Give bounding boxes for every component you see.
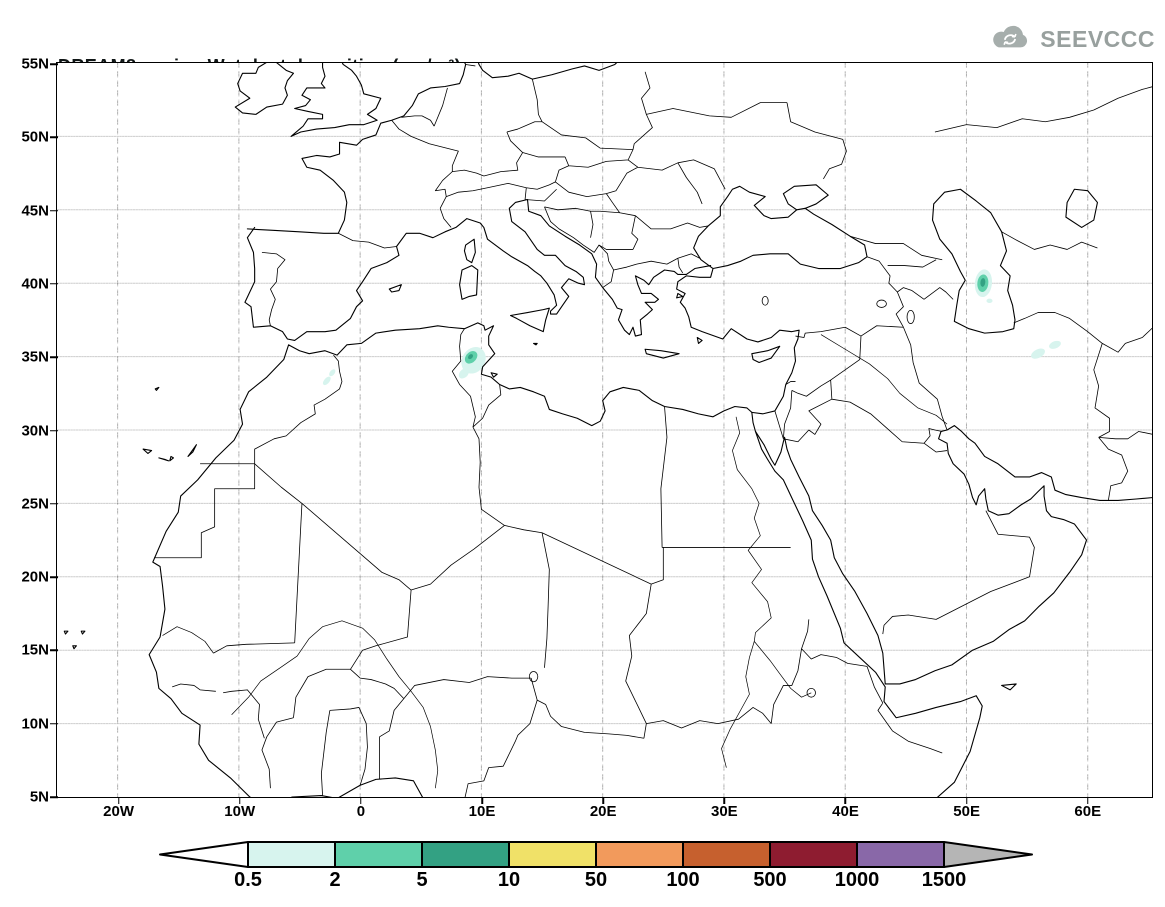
lon-tick-label: 30E — [710, 803, 738, 820]
islands — [64, 239, 1016, 690]
legend-color-cell — [856, 841, 945, 868]
coastline-redsea-horn — [752, 412, 982, 797]
lat-tick-label: 50N — [21, 128, 49, 146]
lon-tick — [360, 797, 362, 804]
rivers-and-lakes — [162, 296, 947, 788]
cloud-refresh-icon — [986, 22, 1034, 57]
coastline-levant-blacksea — [677, 186, 867, 414]
dust-deposition-patches — [322, 269, 1061, 386]
lat-tick-label: 30N — [21, 422, 49, 439]
lon-tick — [117, 797, 120, 804]
lake-van — [877, 300, 887, 307]
lon-tick-label: 50E — [953, 803, 980, 820]
lon-tick — [723, 797, 726, 804]
coastline-arabia-gulf — [755, 426, 1152, 684]
coastline-aral-sea — [1066, 189, 1098, 227]
legend-color-cell — [247, 841, 336, 868]
coastline-britain — [291, 63, 381, 136]
borders-maghreb-sahara — [154, 329, 791, 739]
borders-europe — [262, 64, 846, 325]
legend-color-cell — [769, 841, 858, 868]
lat-tick-label: 45N — [21, 202, 49, 220]
lon-tick — [844, 797, 847, 804]
coastline-ireland — [235, 63, 293, 114]
legend-under-arrow — [159, 841, 249, 868]
lat-tick-label: 15N — [21, 641, 49, 659]
lon-tick-label: 0 — [356, 803, 366, 820]
country-borders — [154, 64, 1152, 797]
coastline-atlantic-europe — [247, 63, 465, 233]
lake-tuz — [762, 296, 768, 305]
lake-chad — [529, 671, 537, 681]
borders-west-africa-sahel — [172, 590, 942, 797]
lon-tick-label: 60E — [1074, 803, 1102, 820]
lon-tick-label: 10E — [468, 803, 496, 820]
lon-tick-label: 20E — [589, 803, 617, 820]
coastlines — [64, 63, 1152, 797]
lon-tick — [965, 797, 968, 804]
lon-tick-label: 20W — [103, 803, 134, 820]
legend-color-cell — [508, 841, 597, 868]
seevccc-logo: SEEVCCC — [986, 22, 1155, 57]
lat-tick-label: 25N — [21, 495, 49, 513]
legend-color-cell — [421, 841, 510, 868]
color-scale-bar — [159, 841, 1033, 868]
senegal-river — [162, 627, 213, 653]
coastline-africa-north-west — [149, 323, 752, 797]
lon-tick — [481, 797, 483, 804]
niger-river — [232, 621, 438, 788]
borders-caucasus-iran-centralasia — [850, 86, 1152, 500]
nile-river — [722, 417, 812, 768]
coastline-azov-sea — [783, 185, 828, 210]
legend-color-cell — [334, 841, 423, 868]
lat-tick-label: 55N — [21, 55, 49, 73]
lat-tick-label: 20N — [21, 568, 49, 586]
coastline-baltic — [477, 63, 621, 79]
legend-color-cell — [595, 841, 684, 868]
map-svg — [57, 63, 1152, 797]
lake-tana — [807, 688, 815, 697]
lat-tick-label: 5N — [29, 788, 49, 806]
lat-tick-label: 35N — [21, 348, 49, 366]
map-canvas — [56, 62, 1153, 798]
lon-tick-label: 10W — [224, 803, 256, 820]
coastline-europe-mediterranean — [245, 200, 711, 341]
lat-tick-label: 10N — [21, 715, 49, 733]
logo-text: SEEVCCC — [1040, 26, 1155, 52]
lon-tick — [1087, 797, 1089, 804]
lon-tick — [238, 797, 241, 804]
lon-tick-label: 40E — [832, 803, 859, 820]
coastline-caspian-sea — [933, 189, 1015, 333]
lat-tick-label: 40N — [21, 275, 49, 293]
borders-middle-east — [775, 326, 1035, 634]
lake-urmia — [907, 310, 914, 323]
euphrates-river — [821, 335, 947, 425]
legend-over-arrow — [943, 841, 1033, 868]
graticule — [57, 63, 1152, 797]
lon-tick — [602, 797, 604, 804]
legend-color-cell — [682, 841, 771, 868]
